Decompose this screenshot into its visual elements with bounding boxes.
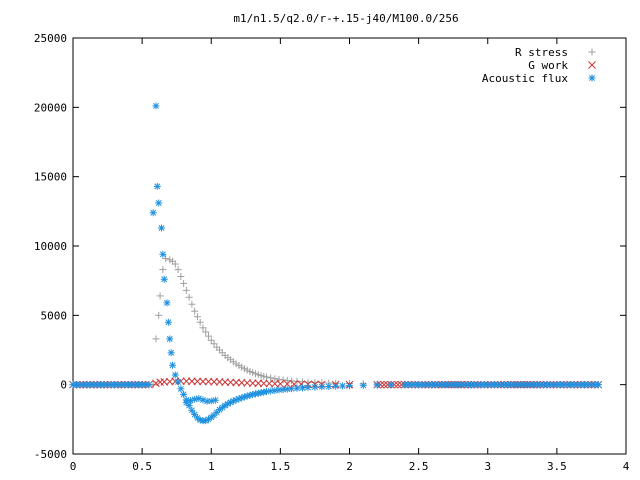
data-point — [145, 381, 153, 389]
data-point — [254, 379, 263, 388]
legend-label: Acoustic flux — [482, 72, 568, 85]
data-point — [193, 313, 201, 321]
data-point — [171, 371, 179, 379]
data-point — [157, 224, 165, 232]
data-point — [152, 335, 160, 343]
axes: 0 0.5 1 1.5 2 2.5 3 3.5 4-5000050001000015000200… — [34, 32, 630, 473]
data-point — [263, 373, 271, 381]
data-point — [339, 382, 347, 390]
chart-title: m1/n1.5/q2.0/r-+.15-j40/M100.0/256 — [233, 12, 458, 25]
data-point — [204, 332, 212, 340]
data-point — [169, 361, 177, 369]
data-point — [275, 375, 283, 383]
y-tick-label: 10000 — [34, 240, 67, 253]
y-tick-label: 5000 — [41, 309, 68, 322]
data-point — [174, 378, 182, 386]
y-tick-label: 20000 — [34, 101, 67, 114]
series-r-stress — [69, 254, 602, 389]
data-point — [160, 275, 168, 283]
data-point — [270, 379, 279, 388]
x-tick-label: 0.5 — [132, 460, 152, 473]
data-point — [152, 102, 160, 110]
x-tick-label: 1 — [208, 460, 215, 473]
data-point — [177, 385, 185, 393]
data-point — [163, 299, 171, 307]
data-point — [149, 209, 157, 217]
data-point — [373, 381, 381, 389]
data-point — [177, 273, 185, 281]
x-tick-label: 1.5 — [270, 460, 290, 473]
data-point — [182, 286, 190, 294]
legend-marker — [588, 61, 596, 69]
data-point — [594, 381, 602, 389]
data-point — [380, 380, 388, 389]
data-point — [159, 266, 167, 274]
legend-label: G work — [528, 59, 568, 72]
y-tick-label: 0 — [60, 379, 67, 392]
data-point — [180, 279, 188, 287]
data-point — [207, 397, 215, 405]
data-point — [346, 382, 353, 390]
data-point — [387, 381, 395, 389]
data-point — [248, 379, 257, 387]
data-point — [174, 266, 182, 274]
x-tick-label: 3 — [484, 460, 491, 473]
data-point — [332, 382, 340, 390]
data-point — [166, 335, 174, 343]
data-point — [191, 307, 199, 315]
data-point — [304, 383, 312, 391]
data-point — [188, 406, 196, 414]
data-point — [196, 318, 204, 326]
legend-label: R stress — [515, 46, 568, 59]
data-point — [162, 254, 170, 262]
series-layer — [69, 102, 603, 425]
data-point — [167, 349, 175, 357]
data-point — [318, 383, 326, 391]
data-point — [159, 250, 167, 258]
data-point — [171, 260, 179, 268]
data-point — [156, 292, 164, 300]
data-point — [164, 318, 172, 326]
data-point — [185, 293, 193, 301]
y-tick-label: 25000 — [34, 32, 67, 45]
series-acoustic-flux — [69, 102, 602, 425]
data-point — [265, 379, 274, 388]
data-point — [155, 311, 163, 319]
data-point — [204, 377, 213, 386]
data-point — [188, 377, 196, 386]
data-point — [193, 377, 202, 386]
data-point — [211, 396, 219, 404]
data-point — [153, 182, 161, 190]
data-point — [155, 199, 163, 207]
data-point — [202, 328, 210, 336]
plot-frame — [72, 37, 627, 455]
data-point — [182, 377, 191, 386]
data-point — [271, 375, 279, 383]
data-point — [210, 377, 218, 386]
x-tick-label: 2 — [346, 460, 353, 473]
data-point — [279, 376, 287, 384]
data-point — [199, 377, 207, 386]
data-point — [259, 379, 268, 388]
data-point — [271, 386, 279, 394]
legend-marker — [588, 48, 596, 56]
y-tick-label: 15000 — [34, 171, 67, 184]
data-point — [188, 300, 196, 308]
data-point — [180, 390, 188, 398]
data-point — [394, 380, 402, 389]
x-tick-label: 2.5 — [409, 460, 429, 473]
x-tick-label: 3.5 — [547, 460, 567, 473]
data-point — [311, 383, 319, 391]
legend-marker — [588, 74, 596, 82]
y-tick-label: -5000 — [34, 448, 67, 461]
data-point — [325, 382, 333, 390]
data-point — [359, 381, 367, 389]
data-point — [267, 374, 275, 382]
x-tick-label: 4 — [623, 460, 630, 473]
x-tick-label: 0 — [70, 460, 77, 473]
data-point — [199, 324, 207, 332]
